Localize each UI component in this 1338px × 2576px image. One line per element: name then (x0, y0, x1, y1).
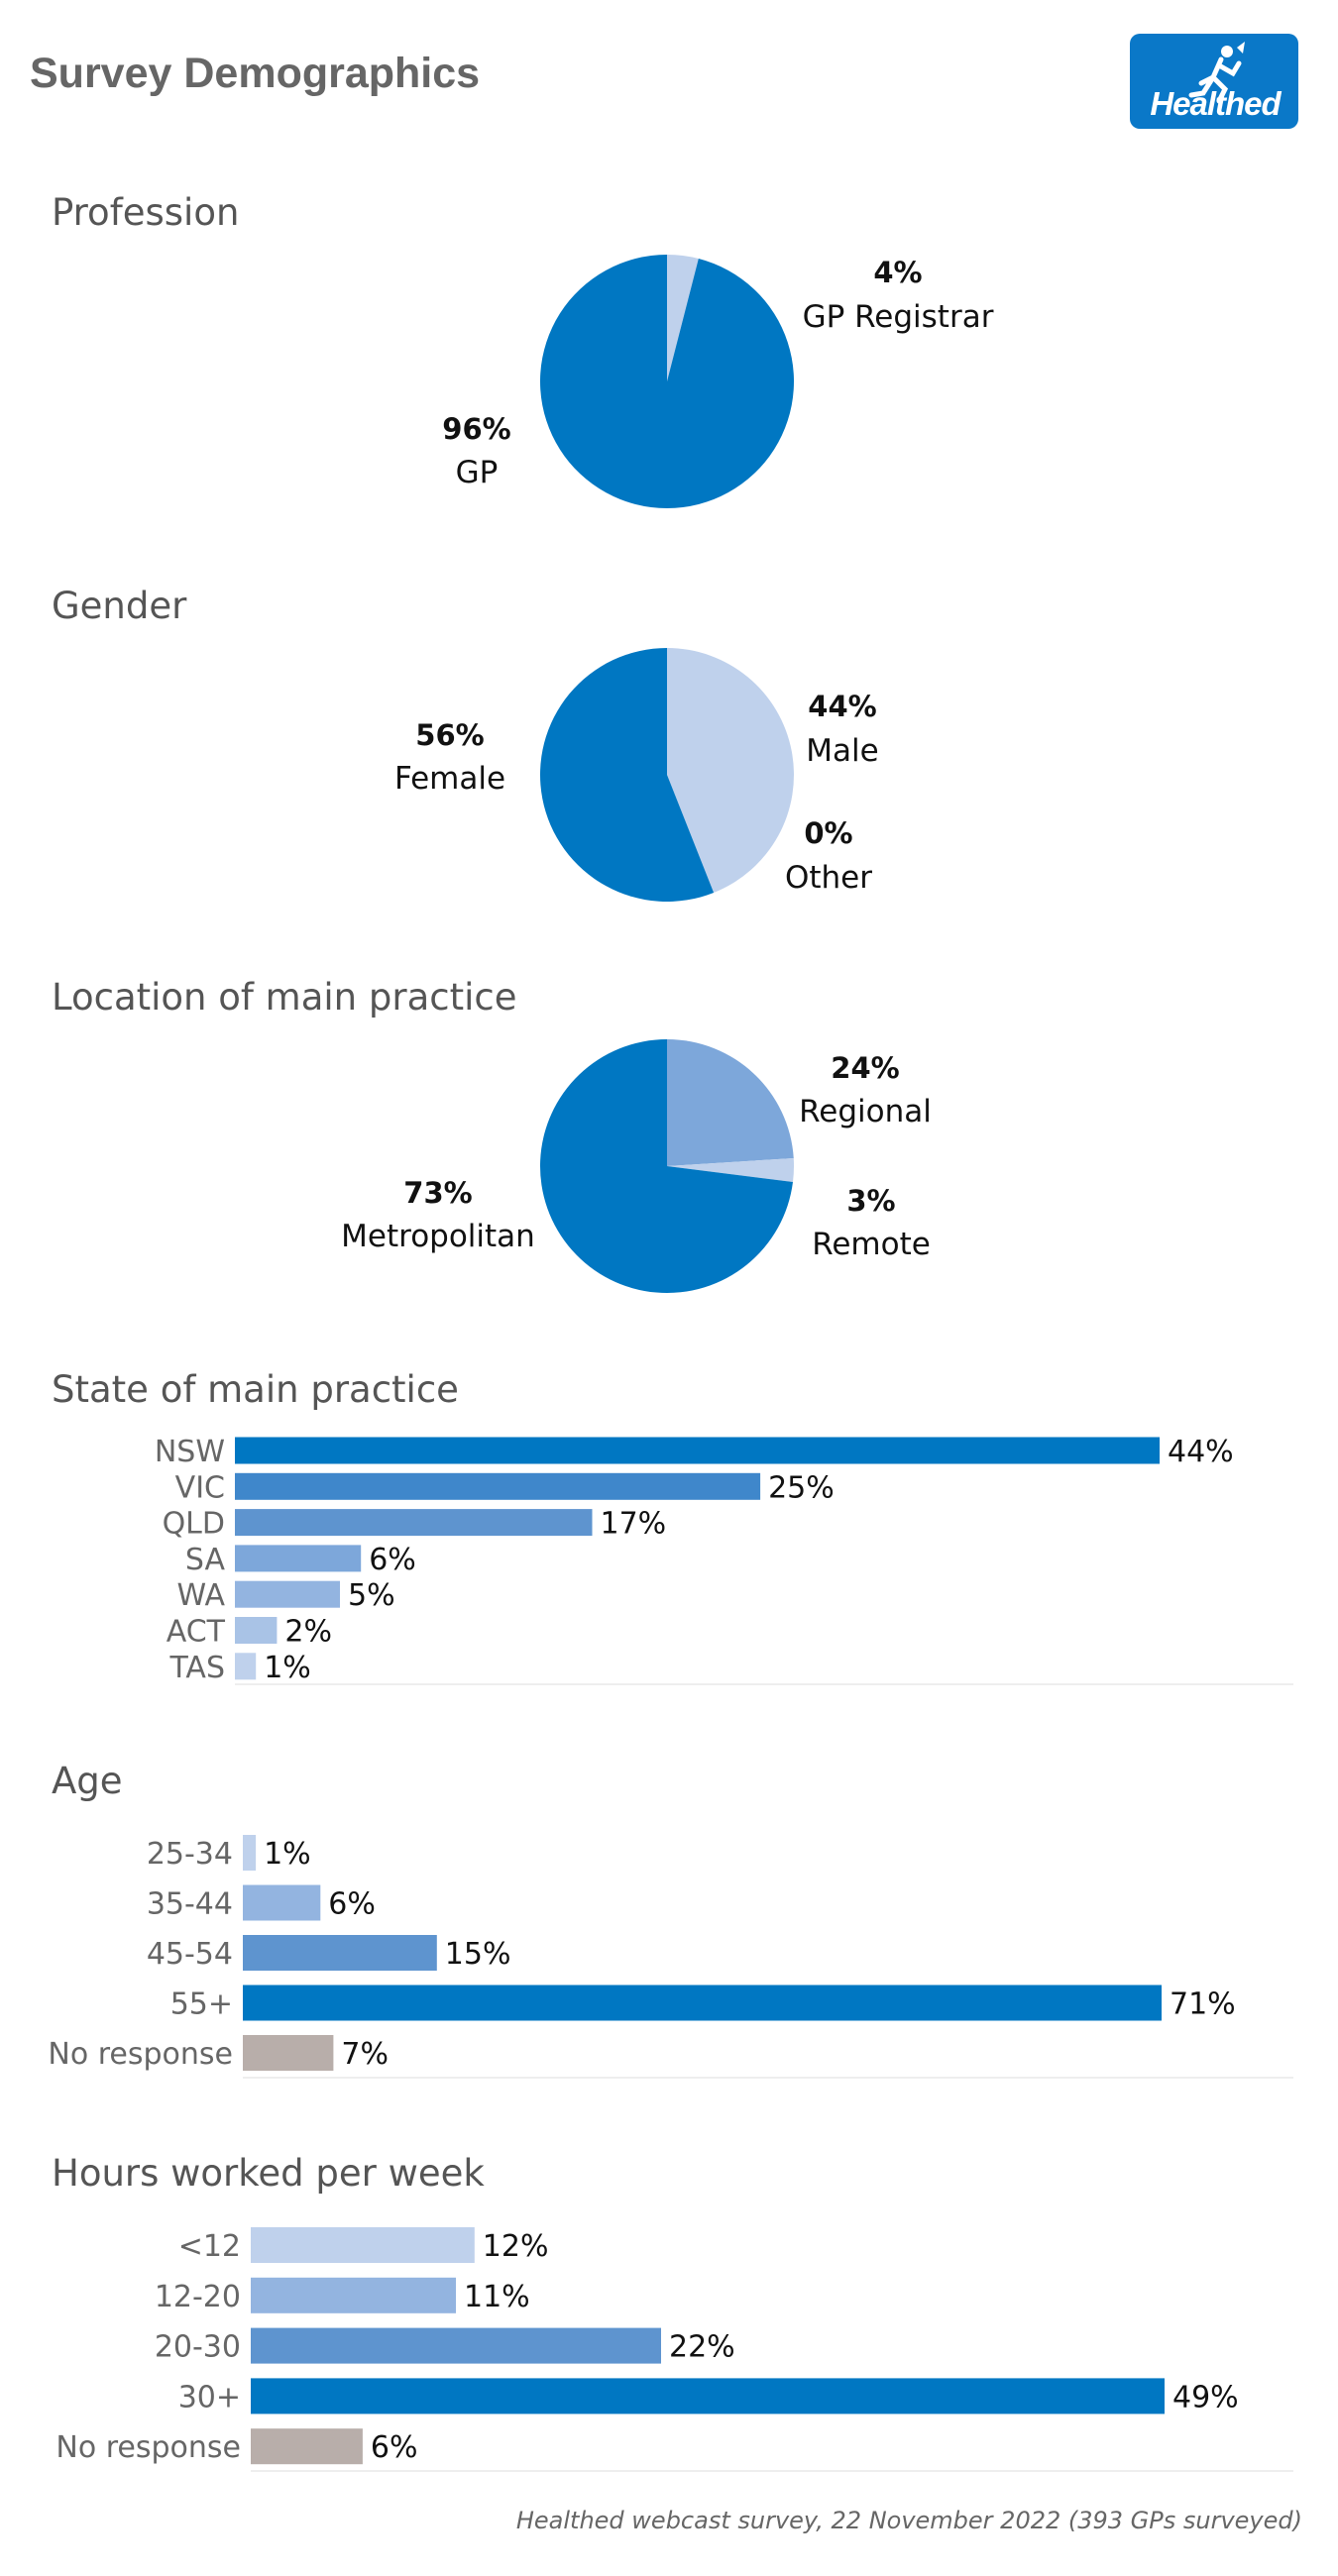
value-label-20-30: 22% (669, 2330, 735, 2365)
pie-slice-male (667, 648, 794, 894)
profession-slices (540, 255, 795, 508)
value-label-sa: 6% (369, 1543, 416, 1577)
runner-figure-icon (1188, 42, 1245, 104)
logo-text: Healthed (1150, 85, 1281, 122)
bar-qld (235, 1509, 593, 1537)
category-label-no-response: No response (48, 2037, 233, 2072)
male-pct: 44% (808, 690, 876, 723)
category-label-wa: WA (176, 1578, 225, 1613)
gender-title: Gender (52, 585, 187, 627)
category-label-20-30: 20-30 (155, 2330, 241, 2365)
value-label-12: 12% (483, 2229, 549, 2264)
bar-act (235, 1617, 278, 1644)
other-pct: 0% (804, 816, 852, 850)
bar-nsw (235, 1437, 1160, 1464)
bar-30 (251, 2378, 1165, 2415)
page-title: Survey Demographics (30, 50, 481, 97)
healthed-logo[interactable]: Healthed (1130, 34, 1298, 129)
regional-label: Regional (799, 1094, 932, 1129)
category-label-12: <12 (178, 2229, 241, 2264)
age-title: Age (52, 1760, 123, 1802)
female-pct: 56% (415, 718, 484, 752)
hours-title: Hours worked per week (52, 2152, 485, 2195)
pie-slice-gp-registrar (667, 255, 699, 381)
bar-sa (235, 1545, 362, 1572)
bar-tas (235, 1653, 257, 1680)
value-label-qld: 17% (601, 1507, 667, 1542)
value-label-wa: 5% (348, 1578, 395, 1613)
gp-registrar-pct: 4% (873, 256, 922, 289)
category-label-55: 55+ (170, 1987, 233, 2022)
bar-no-response (243, 2035, 334, 2071)
category-label-qld: QLD (163, 1507, 225, 1542)
regional-pct: 24% (831, 1051, 899, 1085)
category-label-nsw: NSW (155, 1435, 225, 1469)
value-label-35-44: 6% (328, 1887, 376, 1922)
category-label-25-34: 25-34 (147, 1837, 233, 1872)
pie-slice-female (539, 648, 715, 902)
bar-55 (243, 1985, 1162, 2021)
bar-vic (235, 1472, 761, 1500)
gp-label: GP (456, 455, 499, 490)
location-title: Location of main practice (52, 976, 517, 1019)
pie-slice-remote (667, 1157, 795, 1183)
bar-25-34 (243, 1835, 257, 1871)
profession-pie-chart: 4% GP Registrar 96% GP (442, 255, 994, 508)
value-label-tas: 1% (264, 1651, 311, 1685)
female-label: Female (394, 761, 505, 797)
location-pie-chart: 24% Regional 3% Remote 73% Metropolitan (341, 1039, 932, 1293)
bar-35-44 (243, 1884, 321, 1921)
category-label-45-54: 45-54 (147, 1937, 233, 1972)
category-label-30: 30+ (178, 2380, 241, 2415)
category-label-act: ACT (167, 1615, 226, 1650)
category-label-35-44: 35-44 (147, 1887, 233, 1922)
value-label-nsw: 44% (1168, 1435, 1234, 1469)
gender-slices (539, 648, 794, 902)
other-label: Other (785, 860, 872, 896)
category-label-tas: TAS (168, 1651, 225, 1685)
value-label-act: 2% (284, 1615, 332, 1650)
pie-slice-gp (540, 255, 795, 508)
bar-45-54 (243, 1935, 437, 1971)
gp-registrar-label: GP Registrar (803, 299, 994, 335)
value-label-45-54: 15% (445, 1937, 511, 1972)
value-label-no-response: 7% (341, 2037, 389, 2072)
category-label-vic: VIC (175, 1470, 225, 1505)
source-footnote: Healthed webcast survey, 22 November 202… (515, 2507, 1302, 2534)
value-label-30: 49% (1172, 2380, 1239, 2415)
value-label-25-34: 1% (264, 1837, 311, 1872)
bar-no-response (251, 2428, 363, 2465)
value-label-no-response: 6% (371, 2430, 418, 2465)
state-title: State of main practice (52, 1368, 459, 1411)
pie-slice-metropolitan (539, 1039, 793, 1293)
value-label-12-20: 11% (464, 2280, 530, 2314)
remote-pct: 3% (846, 1184, 895, 1218)
location-slices (539, 1039, 795, 1293)
gender-pie-chart: 44% Male 0% Other 56% Female (394, 648, 879, 902)
bar-20-30 (251, 2327, 661, 2364)
metropolitan-label: Metropolitan (341, 1219, 535, 1254)
pie-slice-regional (667, 1039, 794, 1166)
metropolitan-pct: 73% (403, 1176, 472, 1210)
profession-title: Profession (52, 191, 240, 234)
category-label-sa: SA (185, 1543, 226, 1577)
bar-12-20 (251, 2277, 456, 2313)
value-label-55: 71% (1170, 1987, 1236, 2022)
gp-pct: 96% (442, 412, 510, 446)
category-label-no-response: No response (56, 2430, 241, 2465)
bar-wa (235, 1580, 340, 1608)
value-label-vic: 25% (768, 1470, 835, 1505)
male-label: Male (806, 733, 878, 769)
category-label-12-20: 12-20 (155, 2280, 241, 2314)
remote-label: Remote (812, 1227, 931, 1262)
bar-12 (251, 2227, 475, 2263)
